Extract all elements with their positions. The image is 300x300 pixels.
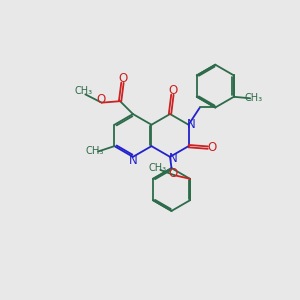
Text: CH₃: CH₃ [148,163,166,172]
Text: CH₃: CH₃ [75,86,93,96]
Text: CH₃: CH₃ [245,93,263,103]
Text: N: N [129,154,137,167]
Text: N: N [169,152,177,165]
Text: O: O [168,84,178,97]
Text: CH₃: CH₃ [85,146,104,156]
Text: N: N [187,118,195,131]
Text: O: O [168,167,177,180]
Text: O: O [207,141,217,154]
Text: O: O [96,93,106,106]
Text: O: O [118,72,128,85]
